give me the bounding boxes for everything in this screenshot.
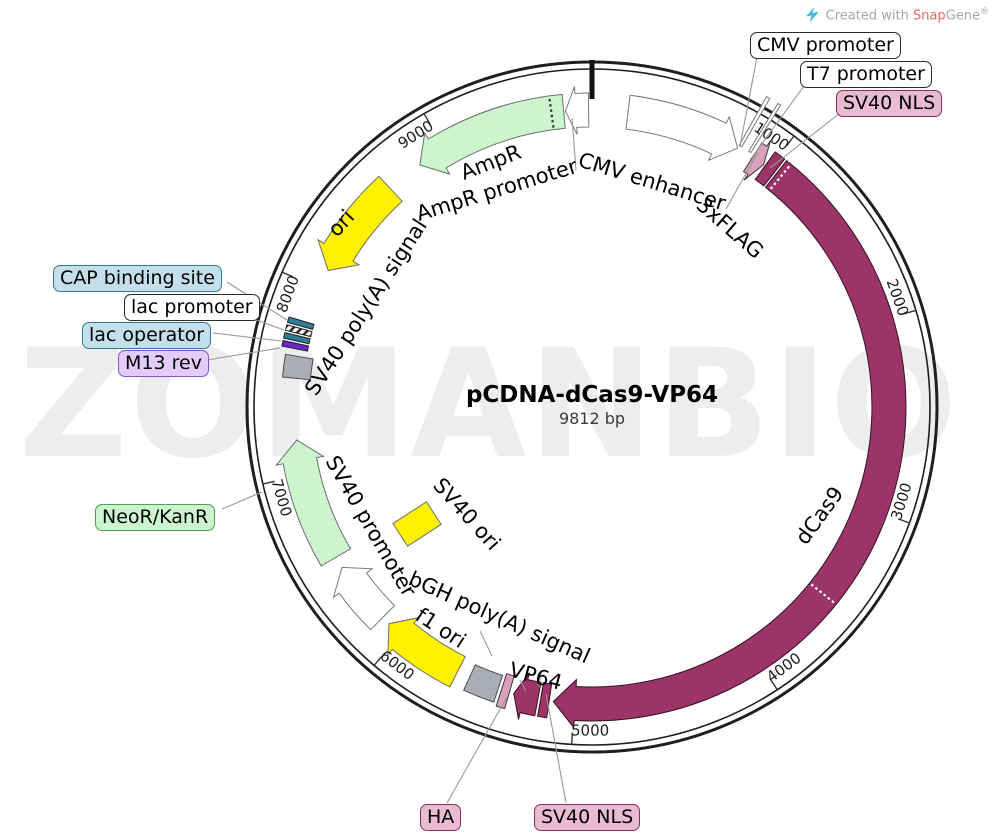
feature-sv40-polya	[281, 353, 314, 381]
feature-cap-binding-site	[286, 316, 315, 331]
leader-line-12	[538, 671, 542, 688]
leader-line-13	[479, 630, 493, 657]
tick-4000	[770, 679, 778, 691]
leader-line-9	[446, 696, 508, 804]
leader-line-6	[212, 332, 282, 342]
lac-operator-label: lac operator	[82, 322, 212, 349]
leader-line-3	[725, 151, 759, 210]
leader-line-1	[749, 85, 805, 161]
tick-6000	[373, 655, 383, 666]
feature-bgh-polya	[463, 664, 504, 703]
feature-ori	[317, 175, 403, 272]
plasmid-size-label: 9812 bp	[558, 409, 626, 428]
feature-cmv-promoter	[738, 96, 771, 148]
tick-8000	[281, 271, 294, 278]
leader-line-14	[571, 117, 577, 171]
sv40-nls-top-label: SV40 NLS	[836, 90, 943, 117]
lac-promoter-label: lac promoter	[124, 294, 260, 321]
tick-label-1000: 1000	[751, 119, 793, 155]
title-block: pCDNA-dCas9-VP64 9812 bp	[392, 382, 792, 428]
leader-line-2	[769, 112, 841, 169]
neor-kanr-label: NeoR/KanR	[95, 504, 216, 531]
leader-line-0	[739, 56, 758, 147]
tick-1000	[786, 135, 795, 147]
tick-2000	[904, 309, 917, 315]
feature-f1-ori	[387, 616, 466, 688]
feature-sv40-ori	[392, 501, 442, 547]
credit-text: Created with SnapGene®	[825, 7, 989, 24]
m13-rev-label: M13 rev	[118, 350, 209, 377]
cap-binding-site-label: CAP binding site	[53, 265, 222, 292]
leader-line-11	[519, 679, 527, 692]
feature-lac-operator	[283, 331, 311, 345]
feature-sv40-nls-2	[537, 682, 553, 719]
leader-line-8	[221, 491, 263, 510]
feature-m13-rev	[281, 339, 310, 352]
tick-label-8000: 8000	[273, 273, 303, 315]
sv40-ori-label: SV40 ori	[428, 473, 505, 555]
feature-sv40-nls-1	[742, 140, 772, 181]
credit-brand-snap: Snap	[912, 8, 946, 24]
feature-t7-promoter	[748, 102, 782, 154]
leader-line-10	[545, 693, 567, 804]
feature-dcas9	[552, 159, 907, 729]
feature-sv40-promoter	[332, 566, 396, 631]
cmv-promoter-label: CMV promoter	[750, 32, 901, 59]
feature-ampr	[419, 93, 566, 175]
tick-3000	[897, 518, 910, 524]
t7-promoter-label: T7 promoter	[800, 61, 932, 88]
feature-ampr-promoter	[564, 86, 590, 135]
credit-brand-gene: Gene	[945, 8, 980, 24]
tick-7000	[262, 480, 275, 485]
feature-neor-kanr	[275, 439, 352, 567]
leader-line-7	[206, 347, 281, 361]
feature-lac-promoter	[284, 324, 313, 338]
feature-cmv-enhancer	[625, 94, 739, 162]
registered-mark: ®	[980, 7, 989, 17]
3xflag-label: 3xFLAG	[692, 193, 768, 264]
sv40-nls-bottom-label: SV40 NLS	[534, 804, 641, 831]
tick-5000	[570, 732, 574, 745]
ha-label: HA	[420, 804, 462, 831]
snapgene-logo-icon	[805, 7, 819, 23]
feature-ha	[495, 673, 515, 710]
feature-3xflag	[754, 151, 786, 187]
tick-label-5000: 5000	[571, 721, 609, 739]
plasmid-title: pCDNA-dCas9-VP64	[465, 382, 719, 408]
tick-9000	[423, 113, 431, 125]
snapgene-credit: Created with SnapGene®	[805, 7, 989, 24]
